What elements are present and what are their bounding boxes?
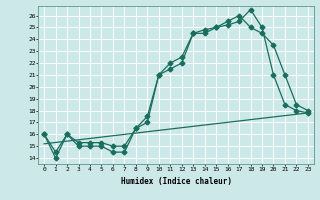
X-axis label: Humidex (Indice chaleur): Humidex (Indice chaleur) xyxy=(121,177,231,186)
